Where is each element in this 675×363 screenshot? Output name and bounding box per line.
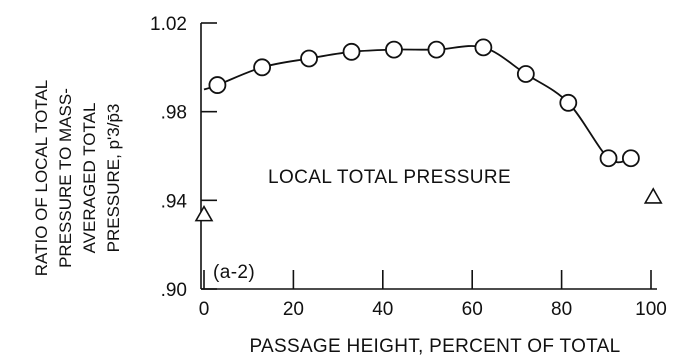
y-tick-label: .98 (161, 103, 187, 124)
y-axis-title-line-1: RATIO OF LOCAL TOTAL (32, 80, 51, 277)
data-point-circle (516, 65, 535, 83)
data-point-circle (385, 40, 403, 59)
chart-marks (194, 38, 663, 222)
data-point-circle (342, 42, 361, 61)
data-point-triangle (194, 205, 214, 222)
y-axis-title-line-4: PRESSURE, p'3/p̄3 (104, 104, 123, 253)
data-point-circle (474, 38, 493, 57)
chart-labels: .90 .94 .98 1.02 0 20 40 60 80 100 (150, 14, 667, 320)
annotation-panel-label: (a-2) (213, 262, 255, 283)
y-tick-label: 1.02 (150, 14, 187, 35)
x-tick-label: 0 (199, 299, 210, 320)
x-tick-label: 20 (283, 299, 304, 320)
data-point-circle (427, 40, 446, 59)
x-tick-label: 40 (372, 299, 393, 320)
x-axis-title: PASSAGE HEIGHT, PERCENT OF TOTAL (249, 336, 620, 357)
data-point-triangle (643, 187, 663, 204)
data-point-circle (300, 49, 318, 68)
x-tick-label: 60 (462, 299, 483, 320)
data-point-circle (599, 149, 618, 168)
y-axis-title-line-3: AVERAGED TOTAL (80, 103, 99, 254)
data-point-circle (253, 58, 272, 77)
axes (200, 22, 657, 290)
y-axis-title-line-2: PRESSURE TO MASS- (56, 88, 75, 268)
data-point-circle (621, 149, 640, 168)
y-tick-label: .90 (161, 280, 187, 301)
data-point-circle (559, 93, 578, 112)
data-point-circle (208, 76, 227, 94)
x-tick-label: 80 (551, 299, 572, 320)
annotation-local-total-pressure: LOCAL TOTAL PRESSURE (268, 167, 511, 188)
y-tick-label: .94 (161, 191, 188, 212)
x-tick-label: 100 (635, 299, 667, 320)
